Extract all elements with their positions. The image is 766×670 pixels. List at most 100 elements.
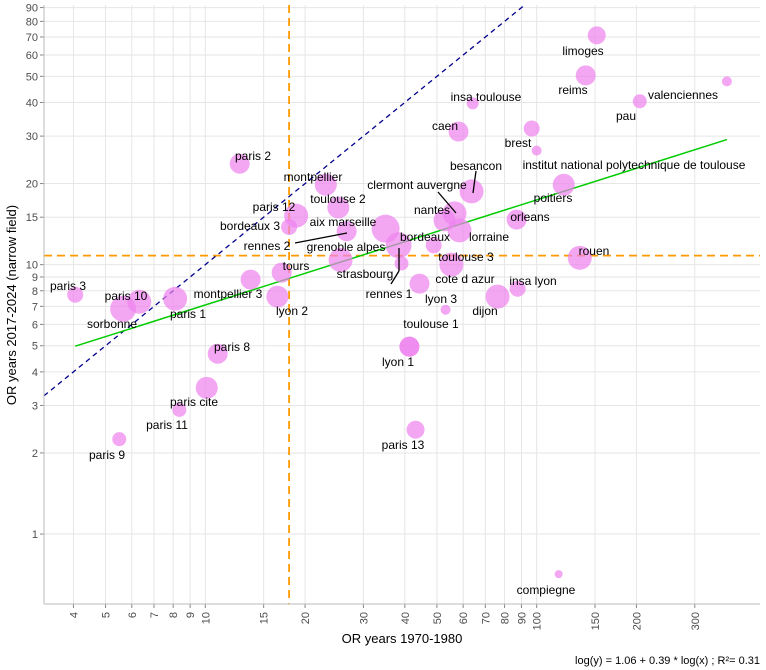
- y-tick-label: 1: [32, 529, 38, 541]
- data-point: [112, 432, 127, 447]
- point-label: rennes 1: [366, 287, 413, 301]
- point-label: montpellier: [284, 170, 343, 184]
- data-point: [459, 179, 484, 204]
- x-axis-title: OR years 1970-1980: [342, 631, 463, 646]
- data-point: [466, 97, 479, 110]
- label-leader-line: [294, 232, 348, 244]
- x-tick-label: 7: [149, 612, 161, 618]
- data-point: [439, 252, 464, 277]
- y-tick-label: 80: [26, 16, 38, 28]
- data-point: [394, 256, 409, 271]
- data-point: [523, 120, 540, 137]
- x-tick-label: 5: [101, 612, 113, 618]
- point-label: lorraine: [469, 230, 509, 244]
- data-point: [336, 221, 357, 242]
- point-label: toulouse 3: [438, 250, 494, 264]
- point-label: rennes 2: [244, 239, 291, 253]
- point-label: pau: [616, 109, 636, 123]
- x-tick-label: 300: [690, 612, 702, 630]
- y-tick-label: 8: [32, 286, 38, 298]
- x-tick-label: 40: [400, 612, 412, 624]
- y-tick-label: 20: [26, 179, 38, 191]
- x-tick-label: 10: [200, 612, 212, 624]
- point-label: paris 9: [89, 448, 125, 462]
- point-label: montpellier 3: [194, 287, 263, 301]
- point-label: lyon 3: [425, 292, 457, 306]
- data-point: [399, 336, 420, 357]
- y-tick-label: 40: [26, 97, 38, 109]
- point-label: rouen: [579, 244, 610, 258]
- data-point: [284, 203, 309, 228]
- label-leader-line: [437, 191, 457, 214]
- data-point: [567, 245, 592, 270]
- x-tick-label: 150: [590, 612, 602, 630]
- point-label: lyon 2: [276, 304, 308, 318]
- fit-caption: log(y) = 1.06 + 0.39 * log(x) ; R²= 0.31: [575, 655, 760, 667]
- data-point: [314, 173, 337, 196]
- point-label: caen: [432, 119, 458, 133]
- y-tick-label: 50: [26, 71, 38, 83]
- point-label: lyon 1: [382, 355, 414, 369]
- x-tick-label: 9: [185, 612, 197, 618]
- point-label: nantes: [414, 203, 450, 217]
- y-tick-label: 3: [32, 401, 38, 413]
- data-point: [506, 209, 527, 230]
- y-tick-label: 9: [32, 272, 38, 284]
- point-label: strasbourg: [337, 267, 394, 281]
- point-label: cote d azur: [435, 272, 494, 286]
- point-label: paris 3: [50, 279, 86, 293]
- point-label: paris 2: [235, 149, 271, 163]
- point-label: orleans: [510, 210, 549, 224]
- x-tick-label: 20: [300, 612, 312, 624]
- label-leaders: [294, 170, 477, 285]
- point-label: clermont auvergne: [367, 178, 467, 192]
- y-tick-label: 15: [26, 212, 38, 224]
- point-label: paris 10: [105, 289, 148, 303]
- point-label: brest: [505, 136, 532, 150]
- point-label: sorbonne: [87, 317, 137, 331]
- x-tick-label: 15: [259, 612, 271, 624]
- point-label: toulouse 1: [403, 317, 459, 331]
- y-tick-label: 7: [32, 301, 38, 313]
- data-point: [409, 273, 430, 294]
- y-tick-label: 4: [32, 367, 38, 379]
- point-label: bordeaux: [400, 230, 450, 244]
- point-labels: paris 3 paris 10 sorbonne paris 1 montpellie…: [50, 44, 746, 597]
- data-point: [554, 570, 563, 579]
- x-tick-label: 200: [631, 612, 643, 630]
- y-tick-label: 5: [32, 341, 38, 353]
- x-tick-label: 60: [458, 612, 470, 624]
- point-label: dijon: [472, 304, 497, 318]
- point-label: reims: [558, 83, 587, 97]
- point-label: paris cite: [170, 395, 218, 409]
- x-tick-label: 30: [358, 612, 370, 624]
- point-label: valenciennes: [648, 88, 718, 102]
- axes: 4 5 6 7 8 9 10 15 20 30 40 50 60 70 80 90 100 150 200 30012…: [26, 3, 760, 630]
- point-label: insa toulouse: [451, 90, 522, 104]
- y-tick-label: 90: [26, 3, 38, 15]
- data-point: [587, 26, 606, 45]
- data-point: [240, 269, 261, 290]
- point-label: besancon: [450, 159, 502, 173]
- x-tick-label: 70: [480, 612, 492, 624]
- y-tick-label: 60: [26, 50, 38, 62]
- data-point: [509, 280, 526, 297]
- data-point: [531, 145, 542, 156]
- data-point: [440, 304, 451, 315]
- data-point: [448, 121, 469, 142]
- point-label: tours: [283, 259, 310, 273]
- point-label: aix marseille: [310, 215, 377, 229]
- data-point: [327, 196, 350, 219]
- data-point: [195, 376, 218, 399]
- point-label: grenoble alpes: [307, 240, 386, 254]
- point-label: limoges: [562, 44, 603, 58]
- data-point: [163, 286, 188, 311]
- data-point: [67, 286, 84, 303]
- data-point: [406, 420, 425, 439]
- y-axis-title: OR years 2017-2024 (narrow field): [4, 205, 19, 405]
- point-label: toulouse 2: [310, 192, 366, 206]
- x-tick-label: 8: [168, 612, 180, 618]
- data-point: [485, 284, 510, 309]
- y-tick-label: 6: [32, 319, 38, 331]
